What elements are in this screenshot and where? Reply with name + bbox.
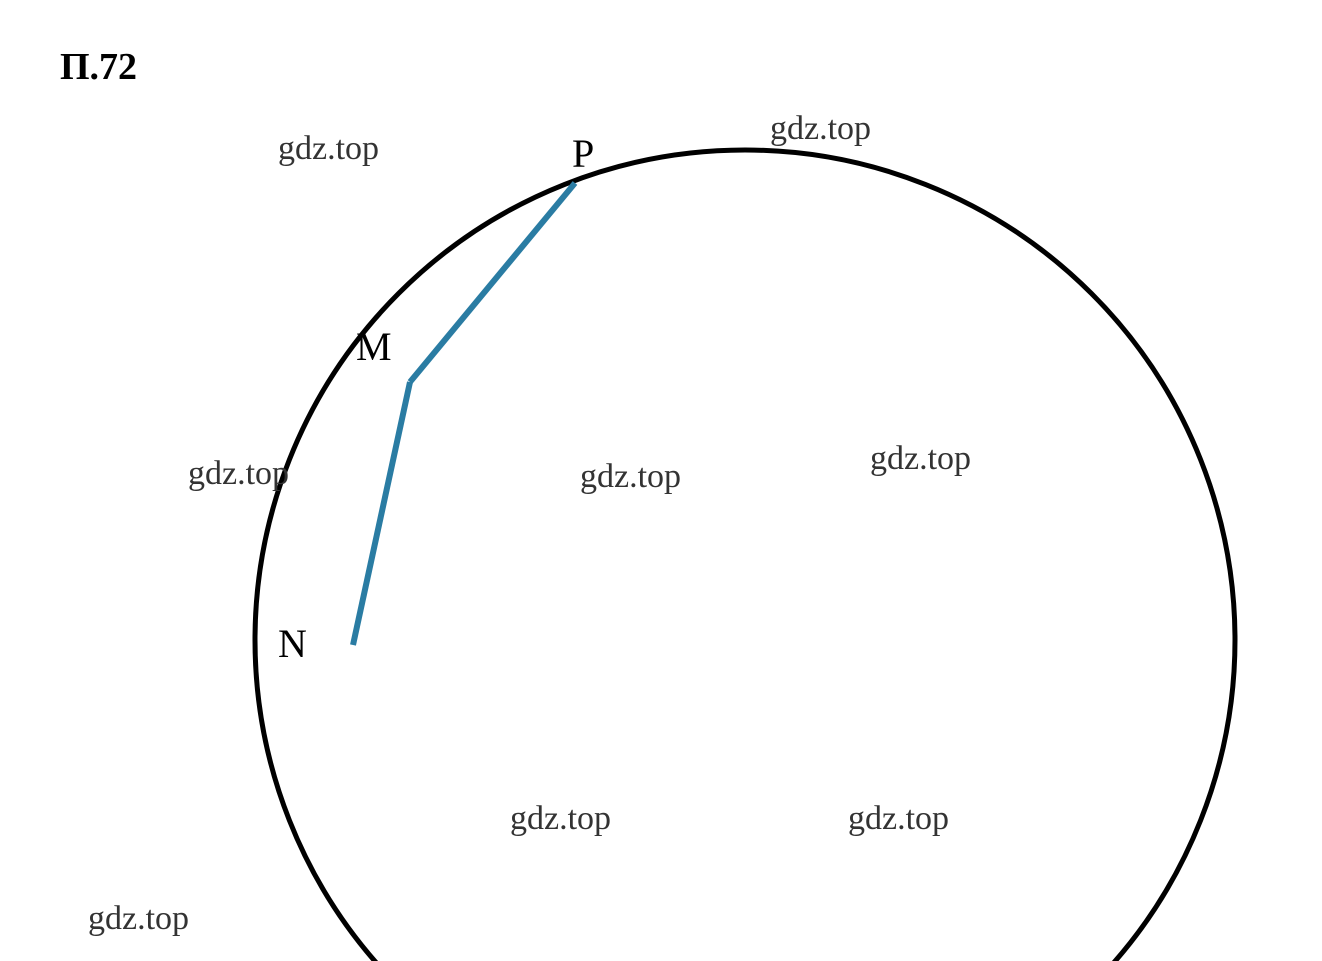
watermark-8: gdz.top <box>88 900 189 938</box>
point-label-p: P <box>572 130 594 177</box>
watermark-7: gdz.top <box>848 800 949 838</box>
watermark-6: gdz.top <box>510 800 611 838</box>
problem-title: П.72 <box>60 45 137 89</box>
main-circle <box>255 150 1235 961</box>
watermark-4: gdz.top <box>580 458 681 496</box>
point-label-n: N <box>278 620 307 667</box>
watermark-2: gdz.top <box>770 110 871 148</box>
watermark-5: gdz.top <box>870 440 971 478</box>
watermark-1: gdz.top <box>278 130 379 168</box>
point-label-m: M <box>356 323 392 370</box>
chord-mn <box>353 382 410 645</box>
watermark-3: gdz.top <box>188 455 289 493</box>
chord-mp <box>410 183 575 382</box>
